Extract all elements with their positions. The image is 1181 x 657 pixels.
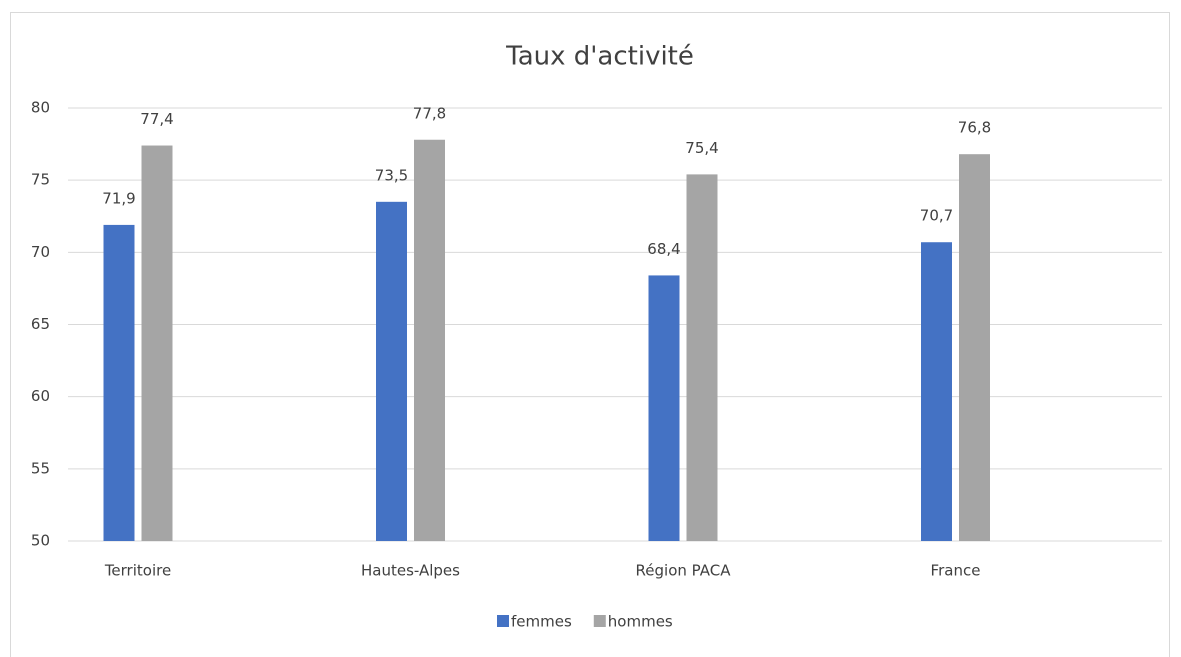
data-label: 76,8 bbox=[958, 119, 991, 137]
y-tick-label: 80 bbox=[31, 99, 50, 117]
data-label: 71,9 bbox=[102, 189, 135, 207]
x-tick-label: Hautes-Alpes bbox=[361, 562, 460, 580]
bar bbox=[414, 139, 445, 541]
bar bbox=[103, 224, 135, 541]
bar bbox=[376, 201, 407, 542]
x-tick-label: Territoire bbox=[104, 562, 171, 580]
bar bbox=[959, 154, 990, 542]
legend-swatch bbox=[593, 615, 606, 627]
data-label: 77,4 bbox=[140, 110, 173, 128]
x-tick-label: Région PACA bbox=[636, 562, 732, 580]
y-tick-label: 65 bbox=[31, 315, 50, 333]
y-tick-label: 50 bbox=[31, 532, 50, 550]
y-tick-label: 75 bbox=[31, 171, 50, 189]
y-tick-label: 70 bbox=[31, 243, 50, 261]
data-label: 68,4 bbox=[647, 240, 680, 258]
y-tick-label: 55 bbox=[31, 459, 50, 477]
bar bbox=[141, 145, 173, 541]
legend-label: femmes bbox=[511, 613, 572, 631]
chart-title: Taux d'activité bbox=[505, 42, 694, 72]
data-label: 75,4 bbox=[685, 139, 718, 157]
x-tick-label: France bbox=[931, 562, 981, 580]
data-label: 77,8 bbox=[413, 104, 446, 122]
legend-label: hommes bbox=[608, 613, 673, 631]
data-label: 70,7 bbox=[920, 207, 953, 225]
y-tick-label: 60 bbox=[31, 387, 50, 405]
data-label: 73,5 bbox=[375, 166, 408, 184]
chart-border bbox=[10, 12, 1170, 657]
legend-swatch bbox=[497, 615, 509, 627]
bar bbox=[921, 242, 952, 542]
bar bbox=[686, 174, 718, 542]
bar bbox=[648, 275, 680, 541]
